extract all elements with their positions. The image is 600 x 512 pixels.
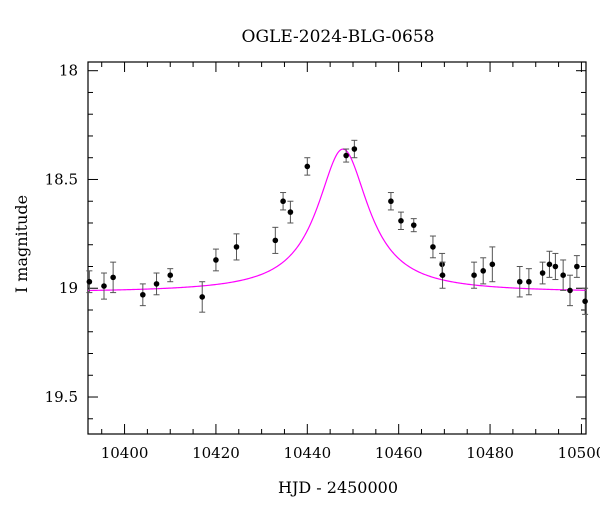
axis-tick-labels: 10400 10420 10440 10460 10480 10500 18 18.5 19 19… bbox=[45, 62, 600, 462]
point-marker bbox=[439, 272, 446, 278]
data-point bbox=[546, 250, 553, 278]
data-points bbox=[86, 139, 589, 315]
point-marker bbox=[343, 152, 349, 159]
point-marker bbox=[539, 270, 546, 276]
data-point bbox=[280, 192, 287, 211]
data-point bbox=[516, 265, 523, 298]
data-point bbox=[287, 200, 294, 224]
y-tick-label: 18 bbox=[59, 62, 78, 80]
data-point bbox=[212, 248, 219, 272]
point-marker bbox=[280, 198, 286, 205]
point-marker bbox=[489, 261, 496, 268]
x-tick-label: 10460 bbox=[375, 444, 423, 462]
x-axis-label: HJD - 2450000 bbox=[278, 478, 398, 497]
plot-frame bbox=[87, 61, 587, 435]
point-marker bbox=[480, 268, 487, 274]
point-marker bbox=[398, 218, 404, 224]
data-point bbox=[582, 287, 589, 315]
data-point bbox=[86, 270, 93, 294]
x-tick-label: 10500 bbox=[558, 444, 600, 462]
point-marker bbox=[86, 278, 93, 285]
data-point bbox=[304, 157, 311, 176]
point-marker bbox=[516, 278, 523, 285]
data-point bbox=[351, 139, 358, 159]
point-marker bbox=[110, 274, 116, 281]
x-tick-label: 10420 bbox=[192, 444, 240, 462]
data-point bbox=[110, 261, 117, 294]
data-point bbox=[233, 233, 240, 261]
data-point bbox=[567, 274, 574, 307]
point-marker bbox=[388, 198, 394, 205]
data-point bbox=[167, 268, 174, 283]
y-tick-label: 19 bbox=[59, 279, 78, 297]
x-tick-label: 10440 bbox=[283, 444, 331, 462]
y-tick-label: 19.5 bbox=[45, 388, 78, 406]
point-marker bbox=[351, 146, 358, 152]
data-point bbox=[139, 283, 146, 307]
data-point bbox=[489, 246, 496, 283]
data-point bbox=[552, 252, 559, 281]
point-marker bbox=[101, 283, 107, 289]
data-point bbox=[153, 272, 160, 296]
data-point bbox=[560, 259, 567, 291]
data-point bbox=[272, 226, 279, 254]
point-marker bbox=[552, 263, 559, 270]
data-point bbox=[525, 268, 532, 296]
y-axis-label: I magnitude bbox=[12, 195, 31, 293]
point-marker bbox=[546, 261, 553, 268]
data-point bbox=[539, 261, 546, 285]
data-point bbox=[343, 148, 350, 163]
point-marker bbox=[304, 163, 311, 170]
point-marker bbox=[287, 209, 294, 215]
axis-ticks bbox=[88, 62, 586, 434]
data-point bbox=[199, 281, 206, 313]
point-marker bbox=[567, 287, 573, 294]
data-point bbox=[573, 255, 580, 278]
point-marker bbox=[430, 244, 436, 250]
data-point bbox=[439, 261, 446, 289]
x-tick-label: 10400 bbox=[101, 444, 149, 462]
data-point bbox=[387, 192, 394, 211]
y-tick-label: 18.5 bbox=[45, 170, 78, 188]
chart-title: OGLE-2024-BLG-0658 bbox=[242, 27, 435, 47]
point-marker bbox=[153, 281, 160, 287]
point-marker bbox=[140, 291, 146, 298]
point-marker bbox=[272, 237, 279, 244]
point-marker bbox=[582, 298, 588, 305]
data-point bbox=[410, 218, 417, 233]
data-point bbox=[471, 261, 478, 289]
point-marker bbox=[199, 294, 206, 300]
point-marker bbox=[574, 263, 580, 270]
data-point bbox=[480, 257, 487, 285]
point-marker bbox=[410, 222, 417, 228]
point-marker bbox=[526, 278, 532, 285]
data-point bbox=[397, 211, 404, 231]
model-curve bbox=[87, 148, 587, 292]
point-marker bbox=[560, 272, 566, 278]
point-marker bbox=[167, 272, 174, 278]
point-marker bbox=[233, 244, 240, 250]
point-marker bbox=[213, 257, 219, 263]
data-point bbox=[429, 235, 436, 259]
point-marker bbox=[471, 272, 477, 278]
x-tick-label: 10480 bbox=[466, 444, 514, 462]
data-point bbox=[100, 272, 107, 300]
